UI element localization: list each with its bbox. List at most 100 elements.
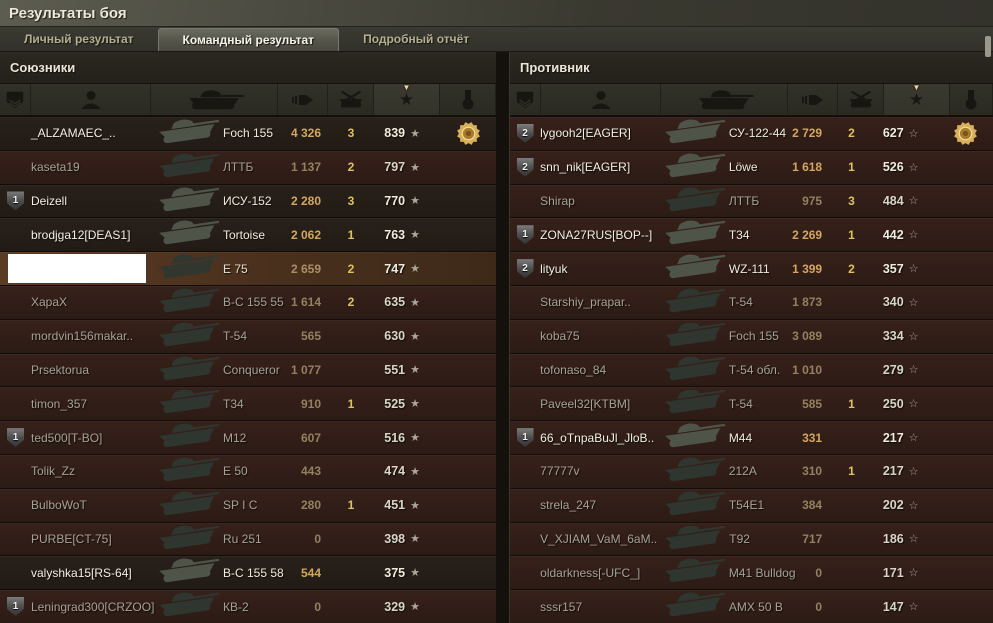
damage-value: 717 <box>802 531 823 546</box>
table-row[interactable]: 2 snn_nik[EAGER] Löwe 1 618 1 526 ☆ <box>510 149 993 184</box>
kills-value: 3 <box>347 193 355 208</box>
table-row[interactable]: 2 lygooh2[EAGER] СУ-122-44 2 729 2 627 ☆ <box>510 116 993 150</box>
tank-cell: T92 <box>657 523 780 556</box>
kills-value: 2 <box>347 261 355 276</box>
kills-value: 1 <box>347 498 355 513</box>
table-row[interactable]: brodjga12[DEAS1] Tortoise 2 062 1 763 ★ <box>0 217 496 252</box>
col-damage[interactable] <box>788 84 838 115</box>
xp-star-icon: ☆ <box>908 161 919 174</box>
damage-cell: 1 137 <box>278 151 328 184</box>
tank-silhouette-icon <box>159 288 220 313</box>
table-row[interactable]: oldarkness[-UFC_] M41 Bulldog 0 171 ☆ <box>510 555 993 590</box>
player-name: Leningrad300[CRZOO] <box>31 599 155 614</box>
medal-cell <box>939 151 993 184</box>
xp-cell: 334 ☆ <box>874 320 939 353</box>
player-name: valyshka15[RS-64] <box>31 565 132 580</box>
xp-star-icon: ★ <box>410 364 420 377</box>
table-row[interactable]: Tolik_Zz E 50 443 474 ★ <box>0 453 496 488</box>
sort-caret-icon: ▼ <box>402 83 411 92</box>
table-row[interactable]: XapaX B-C 155 55 1 614 2 635 ★ <box>0 284 496 319</box>
table-row[interactable]: sssr157 AMX 50 B 0 147 ☆ <box>510 589 993 623</box>
xp-value: 747 <box>384 261 406 276</box>
tank-name: T92 <box>729 531 750 546</box>
player-name-cell: 66_oTnpaBuJl_JloB.. <box>540 421 657 454</box>
player-name-cell: tofonaso_84 <box>540 354 657 387</box>
xp-star-icon: ☆ <box>908 432 919 445</box>
table-row[interactable]: Starshiy_prapar.. T-54 1 873 340 ☆ <box>510 284 993 319</box>
allies-title: Союзники <box>10 60 76 75</box>
table-row[interactable]: Prsektorua Conqueror 1 077 551 ★ <box>0 352 496 387</box>
table-row[interactable]: Paveel32[KTBM] T-54 585 1 250 ☆ <box>510 386 993 421</box>
damage-value: 443 <box>300 464 321 479</box>
scrollbar-thumb[interactable] <box>985 36 991 57</box>
table-row[interactable]: mordvin156makar.. T-54 565 630 ★ <box>0 318 496 353</box>
col-medal[interactable] <box>950 84 993 115</box>
col-tank[interactable] <box>151 84 278 115</box>
col-rank-badge[interactable] <box>510 84 541 115</box>
platoon-badge: 1 <box>7 597 24 617</box>
table-row[interactable]: timon_357 T34 910 1 525 ★ <box>0 386 496 421</box>
player-name: brodjga12[DEAS1] <box>31 227 131 242</box>
table-row[interactable]: 1 ZONA27RUS[BOP--] T34 2 269 1 442 ☆ <box>510 217 993 252</box>
table-row[interactable]: strela_247 T54E1 384 202 ☆ <box>510 487 993 522</box>
player-name-cell: brodjga12[DEAS1] <box>31 218 151 251</box>
tab-detailed-report[interactable]: Подробный отчёт <box>363 32 470 46</box>
kills-cell <box>328 556 374 589</box>
tab-team-result[interactable]: Командный результат <box>157 28 340 51</box>
col-kills[interactable] <box>328 84 374 115</box>
table-row[interactable]: _ALZAMAEC_.. Foch 155 4 326 3 839 ★ <box>0 116 496 150</box>
damage-value: 2 729 <box>792 126 823 141</box>
xp-star-icon: ★ <box>410 601 420 614</box>
table-row[interactable]: tofonaso_84 Т-54 обл. 1 010 279 ☆ <box>510 352 993 387</box>
xp-cell: 375 ★ <box>374 556 440 589</box>
tank-silhouette-icon <box>159 322 220 346</box>
damage-cell: 443 <box>278 455 328 488</box>
col-medal[interactable] <box>440 84 496 115</box>
table-row[interactable]: 1 Leningrad300[CRZOO] КВ-2 0 329 ★ <box>0 589 496 623</box>
table-row[interactable]: BulboWoT SP I C 280 1 451 ★ <box>0 487 496 522</box>
tank-cell: Ru 251 <box>151 523 278 556</box>
table-row[interactable]: valyshka15[RS-64] B-C 155 58 544 375 ★ <box>0 555 496 590</box>
player-name: tofonaso_84 <box>540 362 607 377</box>
kills-cell: 2 <box>328 151 374 184</box>
medal-cell <box>939 421 993 454</box>
table-row[interactable]: 77777v 212A 310 1 217 ☆ <box>510 453 993 488</box>
kills-cell: 1 <box>328 387 374 420</box>
platoon-badge-cell <box>510 556 540 589</box>
damage-value: 4 326 <box>290 126 321 141</box>
table-row[interactable]: PURBE[CT-75] Ru 251 0 398 ★ <box>0 521 496 556</box>
player-name-cell: kaseta19 <box>31 151 151 184</box>
table-row[interactable]: E 75 2 659 2 747 ★ <box>0 251 496 285</box>
col-xp[interactable]: ★ ▼ <box>374 83 440 115</box>
table-row[interactable]: koba75 Foch 155 3 089 334 ☆ <box>510 318 993 353</box>
tank-silhouette-icon <box>664 153 725 177</box>
col-xp[interactable]: ★ ▼ <box>884 83 950 115</box>
tank-name: Löwe <box>728 160 758 175</box>
table-row[interactable]: 2 lityuk WZ-111 1 399 2 357 ☆ <box>510 251 993 285</box>
table-row[interactable]: 1 ted500[T-BO] M12 607 516 ★ <box>0 420 496 454</box>
table-row[interactable]: kaseta19 ЛТТБ 1 137 2 797 ★ <box>0 149 496 184</box>
table-row[interactable]: 1 Deizell ИСУ-152 2 280 3 770 ★ <box>0 183 496 218</box>
shell-icon <box>801 94 823 105</box>
medal-cell <box>440 523 496 556</box>
col-tank[interactable] <box>661 84 788 115</box>
damage-cell: 0 <box>278 523 328 556</box>
col-player[interactable] <box>31 84 151 115</box>
col-damage[interactable] <box>278 84 328 115</box>
tab-personal-result[interactable]: Личный результат <box>24 32 134 46</box>
col-player[interactable] <box>541 84 661 115</box>
table-row[interactable]: Shirap ЛТТБ 975 3 484 ☆ <box>510 183 993 218</box>
xp-cell: 451 ★ <box>374 489 440 522</box>
col-kills[interactable] <box>838 84 884 115</box>
tank-name: Foch 155 <box>223 126 274 141</box>
player-name: snn_nik[EAGER] <box>540 160 631 175</box>
table-row[interactable]: V_XJIAM_VaM_6aM.. T92 717 186 ☆ <box>510 521 993 556</box>
table-row[interactable]: 1 66_oTnpaBuJl_JloB.. M44 331 217 ☆ <box>510 420 993 454</box>
col-rank-badge[interactable] <box>0 84 31 115</box>
xp-star-icon: ★ <box>410 296 420 309</box>
tank-cell: Т-54 обл. <box>657 354 780 387</box>
kills-cell: 1 <box>829 455 874 488</box>
kills-value: 1 <box>848 396 855 411</box>
tank-silhouette-icon <box>159 558 220 583</box>
